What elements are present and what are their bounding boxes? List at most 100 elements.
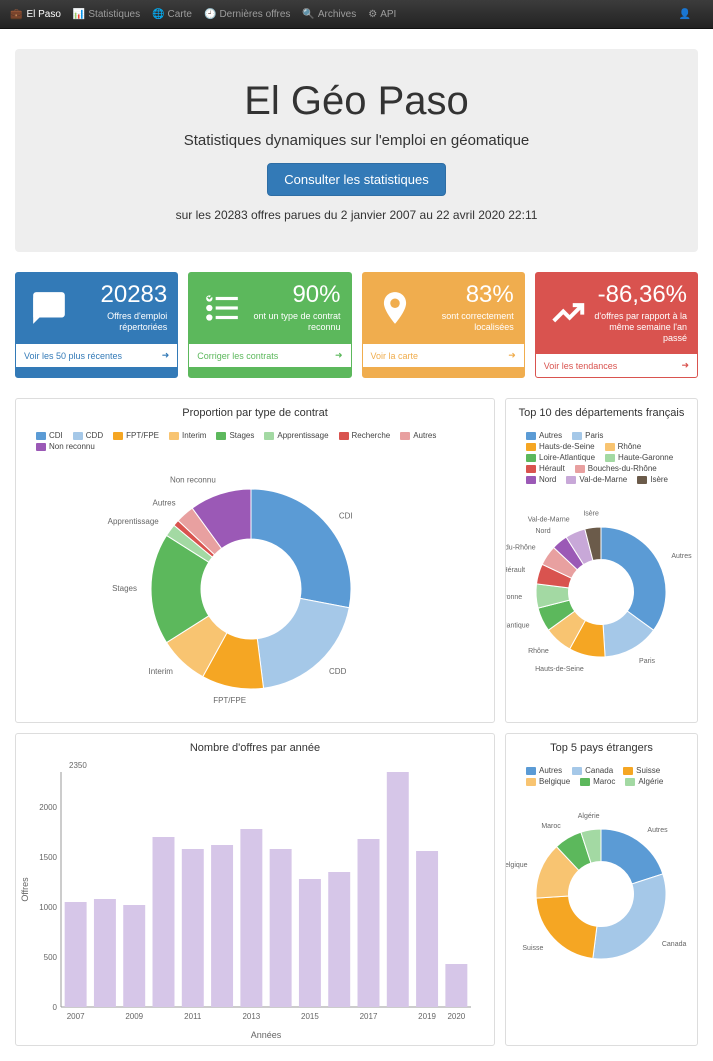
legend-item[interactable]: Rhône [605, 442, 642, 451]
donut-slice[interactable] [601, 829, 663, 884]
nav-api[interactable]: ⚙API [368, 9, 396, 20]
legend-item[interactable]: Apprentissage [264, 431, 328, 440]
legend-item[interactable]: Autres [526, 766, 562, 775]
donut-slice[interactable] [536, 896, 597, 958]
slice-label: Belgique [506, 862, 528, 869]
nav-archives[interactable]: 🔍Archives [302, 9, 356, 20]
legend-item[interactable]: Nord [526, 475, 556, 484]
legend-item[interactable]: Autres [400, 431, 436, 440]
bar[interactable] [240, 829, 262, 1007]
legend-swatch [526, 432, 536, 440]
donut-slice[interactable] [601, 527, 666, 630]
donut-slice[interactable] [251, 489, 351, 608]
bar[interactable] [445, 964, 467, 1007]
legend-label: Bouches-du-Rhône [588, 464, 657, 473]
nav-carte[interactable]: 🌐Carte [152, 9, 192, 20]
legend-label: Rhône [618, 442, 642, 451]
legend-swatch [36, 432, 46, 440]
bar[interactable] [211, 845, 233, 1007]
bar[interactable] [328, 872, 350, 1007]
card-foot-link[interactable]: Voir la carte➜ [363, 343, 524, 367]
legend-label: Non reconnu [49, 442, 95, 451]
legend-item[interactable]: Loire-Atlantique [526, 453, 595, 462]
card-label: sont correctement localisées [418, 311, 514, 333]
card-foot-link[interactable]: Corriger les contrats➜ [189, 343, 350, 367]
bar[interactable] [94, 899, 116, 1007]
legend-item[interactable]: Stages [216, 431, 254, 440]
x-tick: 2015 [301, 1012, 319, 1021]
legend-item[interactable]: Hauts-de-Seine [526, 442, 595, 451]
legend-label: Nord [539, 475, 556, 484]
bar[interactable] [153, 837, 175, 1007]
legend-item[interactable]: Hérault [526, 464, 565, 473]
donut-slice[interactable] [593, 874, 666, 959]
slice-label: Canada [662, 942, 687, 949]
bar[interactable] [123, 905, 145, 1007]
y-axis-label: Offres [20, 877, 30, 902]
legend-label: Isère [650, 475, 668, 484]
bar[interactable] [270, 849, 292, 1007]
x-tick: 2019 [418, 1012, 436, 1021]
legend-item[interactable]: Bouches-du-Rhône [575, 464, 657, 473]
x-tick: 2020 [447, 1012, 465, 1021]
legend-label: Suisse [636, 766, 660, 775]
legend-item[interactable]: Algérie [625, 777, 663, 786]
legend-item[interactable]: FPT/FPE [113, 431, 159, 440]
donut-contracts: CDICDDFPT/FPEInterimStagesApprentissageA… [16, 459, 494, 722]
slice-label: Interim [149, 668, 174, 677]
legend-item[interactable]: Maroc [580, 777, 615, 786]
legend-item[interactable]: Canada [572, 766, 613, 775]
slice-label: Hauts-de-Seine [535, 666, 584, 673]
brand[interactable]: 💼 El Paso [10, 9, 61, 20]
legend-swatch [339, 432, 349, 440]
bar[interactable] [416, 851, 438, 1007]
consult-stats-button[interactable]: Consulter les statistiques [267, 163, 446, 196]
card-foot-label: Voir la carte [371, 351, 419, 361]
legend-swatch [572, 432, 582, 440]
bar[interactable] [358, 839, 380, 1007]
panel-title: Top 10 des départements français [506, 399, 697, 427]
nav-user[interactable]: 👤 [679, 9, 691, 20]
card-foot-link[interactable]: Voir les 50 plus récentes ➜ [16, 343, 177, 367]
legend-item[interactable]: Recherche [339, 431, 391, 440]
cog-icon: ⚙ [368, 9, 377, 20]
slice-label: Val-de-Marne [528, 517, 570, 524]
bar[interactable] [182, 849, 204, 1007]
legend-item[interactable]: Val-de-Marne [566, 475, 627, 484]
bar[interactable] [65, 902, 87, 1007]
bar[interactable] [299, 879, 321, 1007]
legend-item[interactable]: Haute-Garonne [605, 453, 673, 462]
legend-item[interactable]: Interim [169, 431, 206, 440]
y-tick: 1500 [39, 853, 57, 862]
legend-item[interactable]: Non reconnu [36, 442, 95, 451]
card-value: 83% [418, 283, 514, 307]
card-foot-label: Voir les 50 plus récentes [24, 351, 122, 361]
legend-label: Canada [585, 766, 613, 775]
legend-item[interactable]: Belgique [526, 777, 570, 786]
legend-item[interactable]: Autres [526, 431, 562, 440]
card-foot-link[interactable]: Voir les tendances➜ [536, 353, 697, 377]
legend-label: Loire-Atlantique [539, 453, 595, 462]
legend-swatch [605, 443, 615, 451]
x-tick: 2011 [184, 1012, 202, 1021]
slice-label: Autres [152, 499, 175, 508]
legend-item[interactable]: CDD [73, 431, 103, 440]
legend-item[interactable]: Paris [572, 431, 603, 440]
legend-item[interactable]: CDI [36, 431, 63, 440]
legend-dept: Autres Paris Hauts-de-Seine Rhône Loire-Atla… [506, 427, 697, 492]
legend-item[interactable]: Isère [637, 475, 668, 484]
arrow-right-icon: ➜ [162, 350, 170, 361]
nav-dernieres[interactable]: 🕘Dernières offres [204, 9, 290, 20]
y-tick: 1000 [39, 903, 57, 912]
panel-dept: Top 10 des départements français Autres P… [505, 398, 698, 723]
y-tick: 2000 [39, 803, 57, 812]
clock-icon: 🕘 [204, 9, 216, 20]
orange-card-icon [373, 286, 418, 331]
arrow-right-icon: ➜ [681, 360, 689, 371]
legend-item[interactable]: Suisse [623, 766, 660, 775]
legend-swatch [605, 454, 615, 462]
nav-statistiques[interactable]: 📊Statistiques [73, 9, 140, 20]
bar[interactable] [387, 772, 409, 1007]
legend-label: Autres [539, 431, 562, 440]
slice-label: Autres [671, 553, 692, 560]
